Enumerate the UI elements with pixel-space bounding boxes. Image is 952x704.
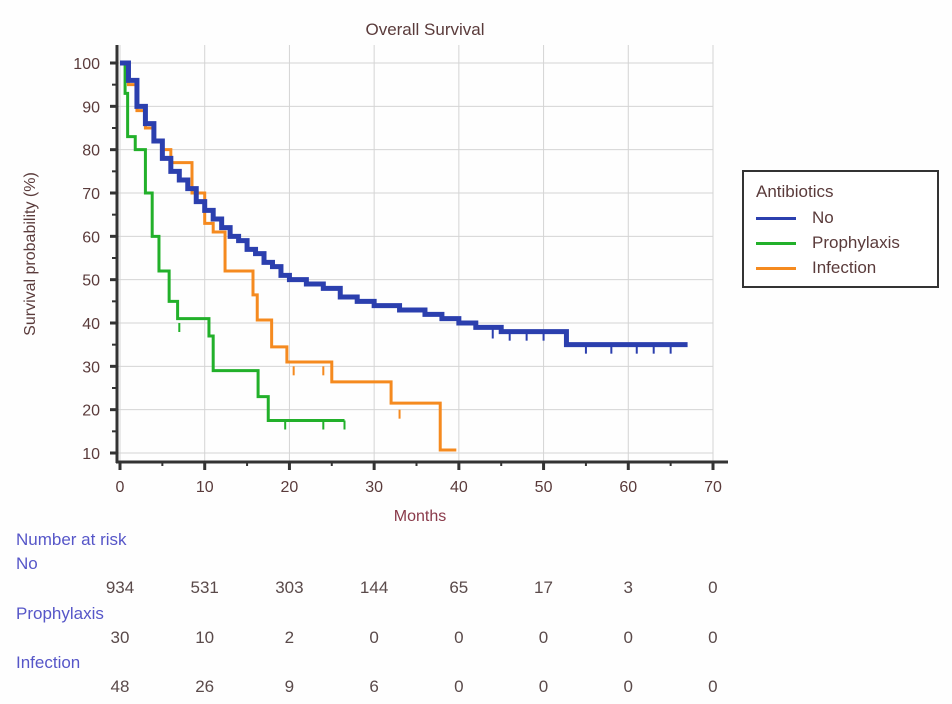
x-tick-label: 10 (196, 479, 214, 496)
risk-value: 26 (195, 677, 215, 696)
risk-value: 30 (110, 628, 130, 647)
x-tick-label: 40 (450, 479, 468, 496)
y-tick-label: 40 (82, 316, 100, 333)
risk-value: 0 (454, 677, 464, 696)
risk-value: 0 (369, 628, 379, 647)
risk-value: 0 (708, 628, 718, 647)
legend-label: Prophylaxis (812, 233, 900, 252)
risk-value: 6 (369, 677, 379, 696)
y-tick-label: 70 (82, 186, 100, 203)
legend-swatch (756, 216, 796, 220)
risk-value: 0 (623, 677, 633, 696)
y-tick-label: 90 (82, 99, 100, 116)
legend-item-no: No (756, 208, 834, 228)
survival-curve-no (120, 60, 688, 348)
legend-label: Infection (812, 258, 877, 277)
y-tick-label: 100 (73, 56, 100, 73)
x-tick-label: 70 (704, 479, 722, 496)
y-tick-label: 80 (82, 143, 100, 160)
risk-value: 934 (105, 578, 135, 597)
x-axis-label: Months (393, 508, 447, 525)
x-tick-label: 20 (281, 479, 299, 496)
risk-row-label: No (16, 554, 38, 573)
chart-title: Overall Survival (365, 20, 485, 39)
x-tick-label: 50 (535, 479, 553, 496)
risk-value: 3 (623, 578, 633, 597)
legend-swatch (756, 266, 796, 270)
survival-curve-prophylaxis (120, 61, 345, 422)
y-tick-label: 20 (82, 403, 100, 420)
y-tick-label: 30 (82, 359, 100, 376)
y-tick-label: 10 (82, 446, 100, 463)
risk-value: 0 (623, 628, 633, 647)
risk-value: 0 (454, 628, 464, 647)
x-tick-label: 60 (619, 479, 637, 496)
risk-value: 144 (359, 578, 389, 597)
risk-value: 17 (534, 578, 553, 597)
risk-value: 0 (708, 578, 718, 597)
x-tick-label: 0 (116, 479, 125, 496)
risk-value: 2 (284, 628, 295, 647)
survival-curve-infection (120, 61, 457, 452)
legend-swatch (756, 241, 796, 245)
risk-value: 10 (195, 628, 215, 647)
risk-value: 65 (449, 578, 469, 597)
risk-row-label: Infection (16, 653, 81, 672)
x-tick-label: 30 (365, 479, 383, 496)
y-tick-label: 50 (82, 273, 100, 290)
risk-row-label: Prophylaxis (16, 604, 104, 623)
legend: Antibiotics No Prophylaxis Infection (742, 170, 939, 288)
legend-item-infection: Infection (756, 258, 876, 278)
risk-value: 48 (110, 677, 130, 696)
legend-label: No (812, 208, 834, 227)
risk-value: 0 (538, 677, 549, 696)
risk-value: 531 (190, 578, 219, 597)
risk-value: 9 (284, 677, 295, 696)
legend-title: Antibiotics (756, 182, 834, 201)
legend-item-prophylaxis: Prophylaxis (756, 233, 900, 253)
risk-table-title: Number at risk (16, 530, 127, 549)
risk-value: 0 (538, 628, 549, 647)
risk-value: 0 (708, 677, 718, 696)
risk-value: 303 (275, 578, 304, 597)
y-tick-label: 60 (82, 229, 100, 246)
